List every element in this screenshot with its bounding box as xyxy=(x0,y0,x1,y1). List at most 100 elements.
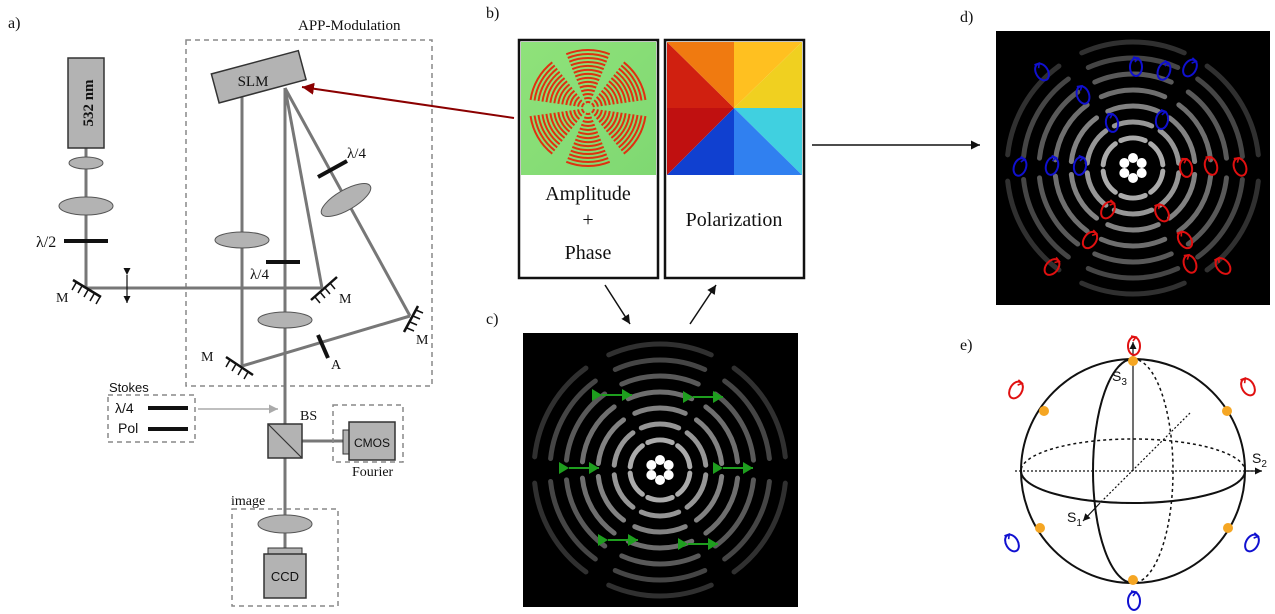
plus-label: + xyxy=(582,209,593,231)
quarter-wave-plate-2 xyxy=(317,159,348,179)
hologram-fringe xyxy=(561,86,573,105)
sphere-point xyxy=(1222,406,1232,416)
hologram-fringe xyxy=(573,142,603,147)
s1-label: S1 xyxy=(1067,509,1082,529)
hologram-fringe xyxy=(613,113,631,142)
hologram-fringe xyxy=(580,89,596,93)
hologram-fringe xyxy=(615,70,635,102)
mirror-m1 xyxy=(71,278,102,305)
hologram-fringe xyxy=(533,64,556,101)
intensity-ring xyxy=(1111,207,1155,217)
intensity-ring xyxy=(606,341,714,358)
laser-box xyxy=(67,57,105,149)
hologram-fringe xyxy=(623,115,647,155)
mirror-label: M xyxy=(416,333,429,348)
mirror-label: M xyxy=(56,291,69,306)
hologram-fringe xyxy=(579,127,597,131)
intensity-ring xyxy=(606,582,714,599)
hologram-fringe xyxy=(581,102,585,108)
hologram-fringe xyxy=(569,93,578,106)
left-circular-ellipse-arrowhead xyxy=(1132,56,1140,63)
left-circular-ellipse-arrowhead xyxy=(1164,59,1171,67)
intensity-ring xyxy=(1176,102,1214,163)
intensity-ring xyxy=(1052,173,1090,234)
central-lobe xyxy=(1128,153,1138,163)
intensity-ring xyxy=(632,405,688,416)
stokes-label: Stokes xyxy=(109,380,149,395)
right-circular-ellipse-arrowhead xyxy=(1213,256,1220,263)
hologram-fringe xyxy=(610,113,627,139)
hologram-fringe xyxy=(537,67,558,102)
phase-label: Phase xyxy=(565,242,612,264)
left-elliptical-glyph xyxy=(1244,533,1260,553)
central-lobe xyxy=(1136,168,1147,178)
hologram-fringe xyxy=(582,93,594,96)
left-circular-ellipse-arrowhead xyxy=(1076,84,1083,91)
hologram-fringe xyxy=(582,120,594,123)
intensity-ring xyxy=(619,373,701,387)
amplitude-hologram xyxy=(521,42,656,175)
hologram-fringe xyxy=(570,61,606,67)
cmos-camera xyxy=(348,421,396,461)
central-lobe xyxy=(1136,158,1147,168)
central-lobe xyxy=(1119,168,1130,178)
s3-label: S3 xyxy=(1112,368,1127,388)
intensity-ring xyxy=(693,473,725,523)
intensity-ring xyxy=(675,470,693,497)
right-circular-ellipse-arrowhead xyxy=(1205,155,1212,162)
panel-c-label: c) xyxy=(486,311,498,328)
hologram-fringe xyxy=(565,110,576,127)
hologram-fringe xyxy=(567,157,609,163)
linear-polarization-arrows xyxy=(559,389,753,550)
hologram-fringe xyxy=(576,77,600,82)
intensity-ring xyxy=(1084,170,1109,208)
intensity-ring xyxy=(1098,87,1168,100)
central-lobe xyxy=(1128,173,1138,183)
hologram-fringe xyxy=(591,102,595,108)
intensity-ring xyxy=(1021,76,1071,160)
hologram-fringe xyxy=(577,99,583,107)
hologram-to-slm-arrow xyxy=(301,82,515,119)
left-circular-ellipse-arrowhead xyxy=(1160,108,1168,116)
hologram-fringe xyxy=(610,77,627,103)
intensity-ring xyxy=(1105,222,1161,233)
intensity-ring xyxy=(1079,39,1187,56)
hologram-fringe xyxy=(613,74,631,103)
intensity-ring xyxy=(1068,171,1100,221)
intensity-ring xyxy=(1068,115,1100,165)
intensity-ring xyxy=(1204,63,1261,158)
intensity-ring xyxy=(1185,89,1229,161)
central-lobe xyxy=(655,455,665,465)
stokes-box xyxy=(107,394,196,443)
intensity-ring xyxy=(1157,128,1182,166)
ccd-label: CCD xyxy=(271,569,299,584)
lens xyxy=(214,231,270,249)
fourier-label: Fourier xyxy=(352,465,394,480)
hologram-fringe xyxy=(623,61,647,101)
intensity-ring xyxy=(703,475,741,536)
hologram-fringe xyxy=(579,85,597,89)
intensity-ring xyxy=(645,494,675,503)
intensity-ring xyxy=(1098,236,1168,249)
hologram-fringe xyxy=(549,113,566,139)
lens xyxy=(257,311,313,329)
right-circular-ellipse-arrowhead xyxy=(1091,229,1099,237)
hologram-fringe xyxy=(570,149,606,155)
app-modulation-label: APP-Modulation xyxy=(298,18,401,34)
right-elliptical-glyph xyxy=(1008,380,1024,400)
right-circular-ellipse-arrowhead xyxy=(1154,203,1161,210)
panel-e-label: e) xyxy=(960,337,972,354)
hologram-fringe xyxy=(545,74,563,103)
cmos-window xyxy=(342,429,350,455)
arrow-to-c xyxy=(604,284,631,325)
right-circular-ellipse-arrowhead xyxy=(1181,157,1188,164)
intensity-ring xyxy=(1005,178,1062,273)
intensity-ring xyxy=(675,443,693,470)
hologram-fringe xyxy=(595,109,603,120)
sphere-point xyxy=(1039,406,1049,416)
laser-label: 532 nm xyxy=(81,79,97,127)
hologram-fringe xyxy=(583,116,593,119)
lens xyxy=(68,156,104,170)
hologram-fringe xyxy=(568,57,608,63)
intensity-ring xyxy=(638,421,682,431)
